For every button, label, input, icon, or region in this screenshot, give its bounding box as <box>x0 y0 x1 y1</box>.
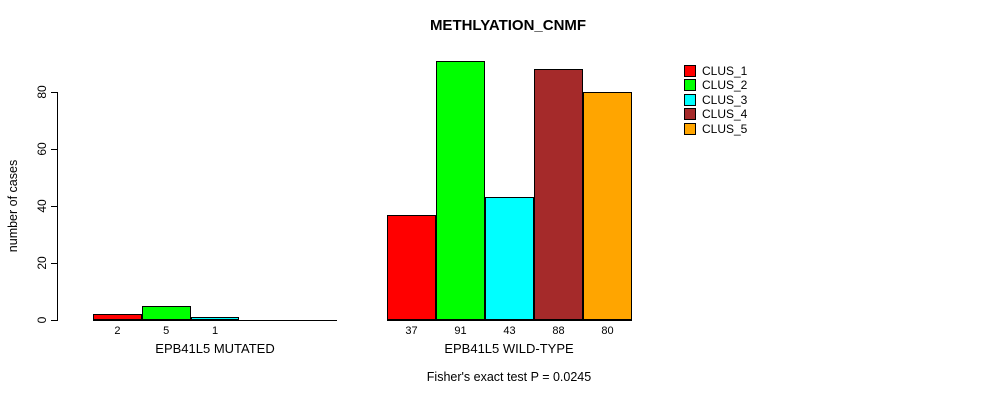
legend-color-swatch-clus-3 <box>684 93 696 106</box>
bar-value-label: 5 <box>163 325 170 337</box>
y-tick-mark <box>51 148 57 150</box>
fisher-test-annotation: Fisher's exact test P = 0.0245 <box>426 370 592 384</box>
y-tick-label: 20 <box>35 256 49 270</box>
y-tick-mark <box>51 319 57 321</box>
group-label-wild-type: EPB41L5 WILD-TYPE <box>444 341 574 356</box>
legend-color-swatch-clus-4 <box>684 108 696 121</box>
bar-clus-5-wild-type <box>583 92 632 320</box>
bar-clus-1-wild-type <box>387 214 436 320</box>
legend-item-label: CLUS_5 <box>702 121 748 136</box>
legend-item: CLUS_4 <box>684 107 747 121</box>
bar-value-label: 91 <box>454 325 467 337</box>
chart-title: METHLYATION_CNMF <box>429 17 587 34</box>
x-axis-line-wild-type <box>387 320 632 321</box>
y-axis-title: number of cases <box>6 159 20 253</box>
bar-value-label: 37 <box>405 325 418 337</box>
legend-item: CLUS_3 <box>684 93 747 107</box>
legend-item: CLUS_2 <box>684 78 747 92</box>
legend-item: CLUS_5 <box>684 122 747 136</box>
y-tick-label: 60 <box>35 142 49 156</box>
x-axis-line-mutated <box>93 320 337 321</box>
legend-item-label: CLUS_3 <box>702 92 748 107</box>
bar-clus-3-mutated <box>190 317 240 320</box>
legend-color-swatch-clus-2 <box>684 79 696 92</box>
y-tick-mark <box>51 262 57 264</box>
y-tick-mark <box>51 91 57 93</box>
bar-clus-2-wild-type <box>436 60 485 320</box>
bar-value-label: 80 <box>601 325 614 337</box>
legend-item: CLUS_1 <box>684 64 747 78</box>
bar-value-label: 43 <box>503 325 516 337</box>
y-tick-label: 0 <box>35 316 49 324</box>
y-tick-label: 40 <box>35 199 49 213</box>
bar-clus-2-mutated <box>141 305 191 320</box>
bar-value-label: 88 <box>552 325 565 337</box>
bar-clus-1-mutated <box>93 314 142 320</box>
legend-item-label: CLUS_4 <box>702 107 748 122</box>
y-tick-label: 80 <box>35 85 49 99</box>
legend-item-label: CLUS_1 <box>702 64 748 78</box>
group-label-mutated: EPB41L5 MUTATED <box>155 341 275 356</box>
legend-color-swatch-clus-1 <box>684 65 696 77</box>
bar-value-label: 2 <box>114 325 121 337</box>
legend-item-label: CLUS_2 <box>702 78 748 93</box>
bar-clus-3-wild-type <box>485 197 534 320</box>
y-axis-line <box>57 92 58 321</box>
bar-clus-4-wild-type <box>534 69 583 320</box>
y-tick-mark <box>51 205 57 207</box>
legend-color-swatch-clus-5 <box>684 122 696 135</box>
bar-value-label: 1 <box>211 325 219 337</box>
